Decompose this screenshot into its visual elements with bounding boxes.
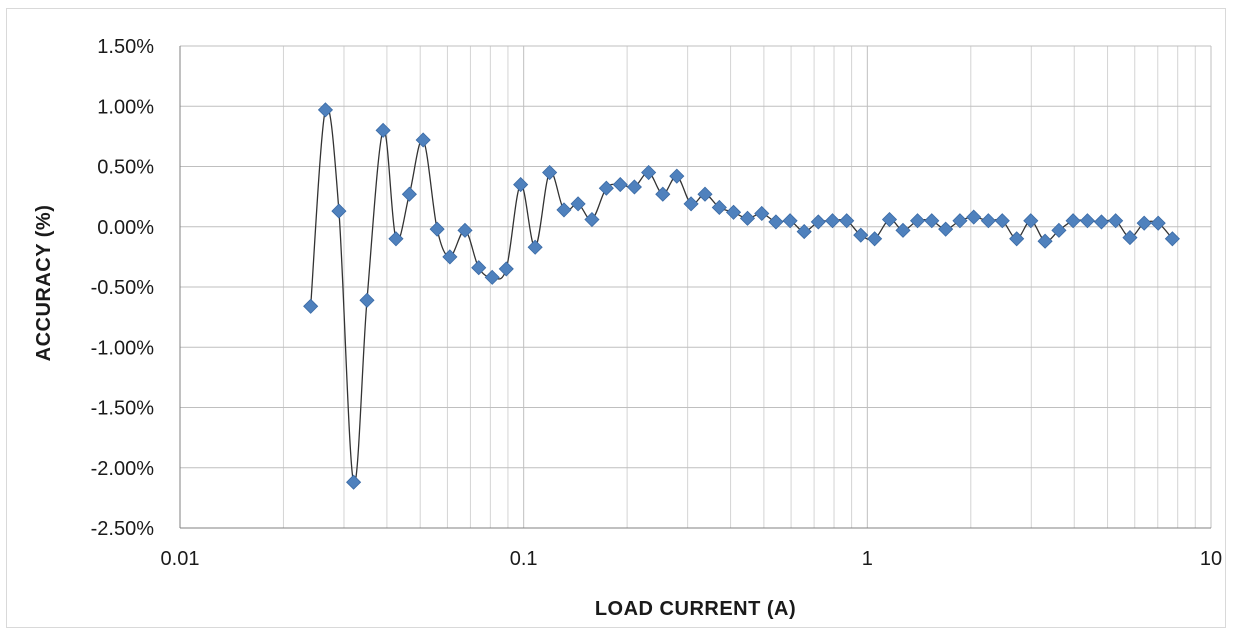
- data-point: [429, 221, 445, 237]
- data-points: [303, 102, 1180, 490]
- y-tick-label: -2.50%: [91, 518, 155, 540]
- data-point: [1093, 214, 1110, 230]
- data-point: [725, 204, 742, 220]
- data-point: [711, 199, 727, 216]
- data-point: [542, 164, 558, 181]
- data-point: [1009, 231, 1025, 247]
- data-point: [895, 222, 911, 238]
- y-tick-label: -1.00%: [91, 337, 155, 359]
- data-point: [1079, 213, 1096, 229]
- data-point: [867, 231, 883, 247]
- data-point: [1136, 215, 1152, 231]
- data-point: [994, 213, 1010, 229]
- data-point: [1037, 233, 1053, 249]
- data-point: [924, 213, 940, 229]
- data-point: [388, 231, 404, 247]
- data-point: [1150, 215, 1166, 231]
- x-tick-label: 0.1: [510, 548, 538, 570]
- data-point: [331, 203, 347, 219]
- data-point: [824, 213, 841, 229]
- data-point: [697, 186, 713, 202]
- data-point: [1051, 222, 1067, 238]
- data-point: [556, 202, 572, 218]
- data-point: [1023, 213, 1039, 229]
- data-point: [796, 224, 812, 240]
- data-point: [598, 180, 614, 196]
- x-tick-label: 1: [862, 548, 873, 570]
- data-point: [1122, 230, 1138, 246]
- data-point: [641, 164, 657, 181]
- tick-labels: 1.50% 1.00% 0.50% 0.00% -0.50% -1.00% -1.50% -2…: [91, 36, 1223, 570]
- data-point: [584, 211, 600, 228]
- y-tick-label: 0.00%: [97, 217, 154, 239]
- data-point: [980, 213, 996, 229]
- data-point: [570, 196, 586, 212]
- y-tick-label: 1.50%: [97, 36, 154, 58]
- series-line: [310, 106, 1173, 484]
- data-point: [1164, 231, 1180, 247]
- data-point: [346, 474, 362, 490]
- data-point: [317, 102, 334, 118]
- data-point: [401, 186, 417, 202]
- data-point: [1065, 213, 1081, 229]
- data-point: [810, 214, 826, 230]
- data-point: [952, 213, 968, 229]
- data-point: [881, 211, 898, 228]
- data-point: [471, 260, 487, 276]
- data-point: [739, 210, 756, 226]
- data-point: [415, 132, 431, 148]
- data-point: [303, 298, 319, 314]
- data-point: [1108, 213, 1124, 229]
- y-tick-label: -2.00%: [91, 458, 155, 480]
- data-point: [853, 227, 869, 243]
- data-point: [513, 177, 529, 193]
- grid-lines: [179, 45, 1212, 529]
- y-tick-label: -1.50%: [91, 398, 155, 420]
- y-axis-title: ACCURACY (%): [33, 205, 55, 362]
- data-point: [527, 239, 543, 255]
- data-point: [839, 213, 855, 229]
- data-point: [484, 269, 500, 285]
- data-point: [442, 249, 458, 265]
- y-tick-label: -0.50%: [91, 277, 155, 299]
- data-point: [359, 292, 375, 308]
- chart-svg: 1.50% 1.00% 0.50% 0.00% -0.50% -1.00% -1.50% -2…: [33, 36, 1223, 620]
- data-point: [498, 261, 514, 277]
- data-point: [375, 122, 391, 138]
- x-tick-label: 0.01: [161, 548, 200, 570]
- x-tick-label: 10: [1200, 548, 1222, 570]
- data-point: [909, 213, 926, 229]
- data-point: [457, 222, 473, 238]
- y-tick-label: 0.50%: [97, 157, 154, 179]
- y-tick-label: 1.00%: [97, 96, 154, 118]
- series-line-group: [310, 106, 1173, 484]
- x-axis-title: LOAD CURRENT (A): [595, 598, 796, 620]
- data-point: [655, 186, 671, 202]
- data-point: [626, 179, 642, 195]
- data-point: [683, 196, 699, 212]
- data-point: [612, 177, 628, 193]
- chart-frame: 1.50% 1.00% 0.50% 0.00% -0.50% -1.00% -1.50% -2…: [6, 8, 1226, 628]
- data-point: [966, 209, 982, 225]
- data-point: [938, 221, 954, 237]
- data-point: [768, 214, 784, 230]
- data-point: [754, 205, 770, 222]
- data-point: [669, 168, 685, 184]
- data-point: [782, 213, 798, 229]
